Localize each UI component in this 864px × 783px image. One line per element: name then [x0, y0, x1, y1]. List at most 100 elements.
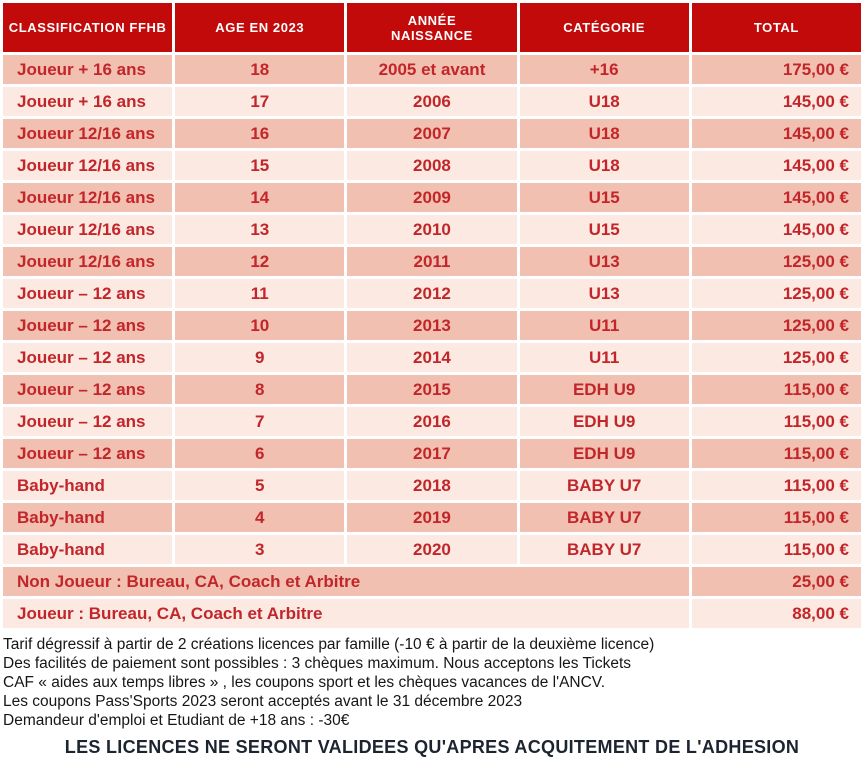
footnotes: Tarif dégressif à partir de 2 créations … [0, 631, 864, 730]
cell-total: 145,00 € [691, 183, 861, 212]
cell-classification: Joueur – 12 ans [3, 375, 173, 404]
cell-total: 125,00 € [691, 343, 861, 372]
table-row: Joueur – 12 ans 8 2015 EDH U9 115,00 € [3, 375, 861, 404]
cell-categorie: U15 [519, 183, 689, 212]
cell-total: 115,00 € [691, 471, 861, 500]
cell-total: 115,00 € [691, 439, 861, 468]
cell-classification: Baby-hand [3, 535, 173, 564]
table-row: Joueur 12/16 ans 15 2008 U18 145,00 € [3, 151, 861, 180]
table-row: Joueur 12/16 ans 16 2007 U18 145,00 € [3, 119, 861, 148]
table-row: Joueur – 12 ans 11 2012 U13 125,00 € [3, 279, 861, 308]
table-row: Joueur 12/16 ans 14 2009 U15 145,00 € [3, 183, 861, 212]
cell-annee-naissance: 2011 [347, 247, 517, 276]
cell-total: 115,00 € [691, 375, 861, 404]
note-line: Des facilités de paiement sont possibles… [3, 655, 632, 672]
cell-categorie: U18 [519, 151, 689, 180]
cell-classification: Joueur 12/16 ans [3, 151, 173, 180]
cell-classification: Baby-hand [3, 503, 173, 532]
cell-age: 4 [175, 503, 345, 532]
note-line: Les coupons Pass'Sports 2023 seront acce… [3, 693, 523, 710]
cell-age: 18 [175, 55, 345, 84]
cell-annee-naissance: 2005 et avant [347, 55, 517, 84]
cell-age: 7 [175, 407, 345, 436]
cell-categorie: BABY U7 [519, 503, 689, 532]
cell-total: 145,00 € [691, 87, 861, 116]
cell-categorie: U11 [519, 343, 689, 372]
cell-annee-naissance: 2013 [347, 311, 517, 340]
cell-annee-naissance: 2017 [347, 439, 517, 468]
table-span-row: Non Joueur : Bureau, CA, Coach et Arbitr… [3, 567, 861, 596]
cell-categorie: U13 [519, 247, 689, 276]
validation-banner: LES LICENCES NE SERONT VALIDEES QU'APRES… [64, 737, 800, 757]
header-row: CLASSIFICATION FFHB AGE EN 2023 ANNÉE NA… [3, 3, 861, 52]
column-header-classification: CLASSIFICATION FFHB [3, 3, 173, 52]
cell-classification: Baby-hand [3, 471, 173, 500]
cell-age: 8 [175, 375, 345, 404]
cell-categorie: EDH U9 [519, 407, 689, 436]
table-row: Baby-hand 5 2018 BABY U7 115,00 € [3, 471, 861, 500]
cell-categorie: U13 [519, 279, 689, 308]
cell-total: 125,00 € [691, 311, 861, 340]
cell-age: 3 [175, 535, 345, 564]
table-row: Baby-hand 3 2020 BABY U7 115,00 € [3, 535, 861, 564]
cell-categorie: +16 [519, 55, 689, 84]
table-row: Joueur + 16 ans 18 2005 et avant +16 175… [3, 55, 861, 84]
cell-total: 25,00 € [691, 567, 861, 596]
table-row: Joueur 12/16 ans 12 2011 U13 125,00 € [3, 247, 861, 276]
cell-annee-naissance: 2020 [347, 535, 517, 564]
cell-total: 145,00 € [691, 119, 861, 148]
cell-categorie: EDH U9 [519, 439, 689, 468]
cell-age: 16 [175, 119, 345, 148]
cell-age: 13 [175, 215, 345, 244]
cell-categorie: BABY U7 [519, 535, 689, 564]
cell-classification: Joueur – 12 ans [3, 311, 173, 340]
cell-annee-naissance: 2015 [347, 375, 517, 404]
cell-total: 125,00 € [691, 279, 861, 308]
table-span-row: Joueur : Bureau, CA, Coach et Arbitre 88… [3, 599, 861, 628]
cell-total: 125,00 € [691, 247, 861, 276]
cell-classification: Joueur – 12 ans [3, 343, 173, 372]
cell-classification: Joueur – 12 ans [3, 279, 173, 308]
cell-total: 115,00 € [691, 407, 861, 436]
tariff-table: CLASSIFICATION FFHB AGE EN 2023 ANNÉE NA… [3, 3, 861, 628]
column-header-annee: ANNÉE NAISSANCE [347, 3, 517, 52]
cell-age: 14 [175, 183, 345, 212]
column-header-age: AGE EN 2023 [175, 3, 345, 52]
cell-annee-naissance: 2016 [347, 407, 517, 436]
cell-annee-naissance: 2006 [347, 87, 517, 116]
table-row: Joueur – 12 ans 9 2014 U11 125,00 € [3, 343, 861, 372]
cell-age: 9 [175, 343, 345, 372]
cell-classification: Joueur + 16 ans [3, 55, 173, 84]
note-line: Tarif dégressif à partir de 2 créations … [3, 636, 655, 653]
cell-total: 88,00 € [691, 599, 861, 628]
cell-categorie: U11 [519, 311, 689, 340]
table-row: Baby-hand 4 2019 BABY U7 115,00 € [3, 503, 861, 532]
cell-classification: Joueur – 12 ans [3, 407, 173, 436]
cell-classification: Joueur – 12 ans [3, 439, 173, 468]
cell-annee-naissance: 2014 [347, 343, 517, 372]
cell-categorie: U18 [519, 119, 689, 148]
cell-classification: Joueur 12/16 ans [3, 119, 173, 148]
table-row: Joueur – 12 ans 10 2013 U11 125,00 € [3, 311, 861, 340]
note-line: CAF « aides aux temps libres » , les cou… [3, 674, 606, 691]
cell-annee-naissance: 2008 [347, 151, 517, 180]
cell-annee-naissance: 2007 [347, 119, 517, 148]
table-row: Joueur 12/16 ans 13 2010 U15 145,00 € [3, 215, 861, 244]
cell-age: 10 [175, 311, 345, 340]
cell-total: 145,00 € [691, 215, 861, 244]
table-row: Joueur + 16 ans 17 2006 U18 145,00 € [3, 87, 861, 116]
cell-annee-naissance: 2012 [347, 279, 517, 308]
cell-annee-naissance: 2019 [347, 503, 517, 532]
cell-total: 145,00 € [691, 151, 861, 180]
cell-classification: Joueur 12/16 ans [3, 247, 173, 276]
cell-annee-naissance: 2009 [347, 183, 517, 212]
cell-categorie: EDH U9 [519, 375, 689, 404]
cell-classification: Joueur 12/16 ans [3, 183, 173, 212]
cell-age: 5 [175, 471, 345, 500]
cell-span-label: Non Joueur : Bureau, CA, Coach et Arbitr… [3, 567, 689, 596]
table-row: Joueur – 12 ans 7 2016 EDH U9 115,00 € [3, 407, 861, 436]
cell-total: 175,00 € [691, 55, 861, 84]
cell-classification: Joueur + 16 ans [3, 87, 173, 116]
column-header-total: TOTAL [691, 3, 861, 52]
cell-categorie: BABY U7 [519, 471, 689, 500]
